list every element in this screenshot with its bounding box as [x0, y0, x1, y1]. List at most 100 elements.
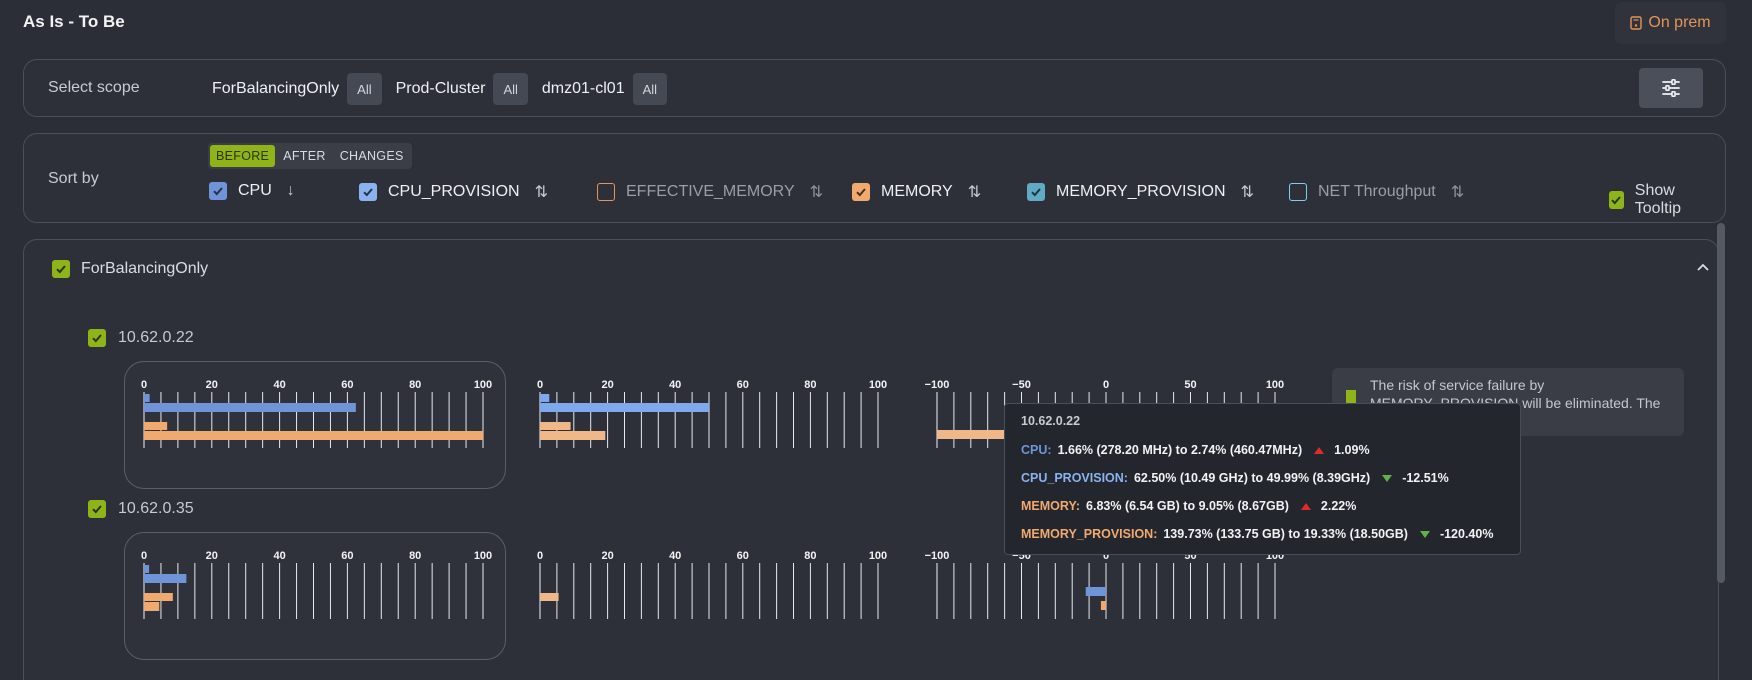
vertical-scrollbar[interactable] [1717, 223, 1725, 583]
before-bar [540, 593, 559, 601]
trend-down-icon [1419, 530, 1430, 538]
filter-settings-button[interactable] [1639, 68, 1703, 108]
tick-label: 0 [141, 550, 147, 562]
tick-label: 100 [869, 550, 887, 562]
tooltip-line: CPU: 1.66% (278.20 MHz) to 2.74% (460.47… [1021, 442, 1504, 458]
metric-label: CPU_PROVISION [388, 183, 520, 200]
scope-label: Select scope [48, 79, 140, 96]
scope-all-button[interactable]: All [347, 73, 382, 105]
info-marker-icon [1346, 390, 1356, 404]
metric-label: MEMORY_PROVISION [1056, 183, 1226, 200]
group-header[interactable]: ForBalancingOnly [52, 260, 208, 278]
after-bar [144, 431, 483, 440]
group-name: ForBalancingOnly [81, 260, 209, 277]
tick-label: 20 [206, 379, 218, 391]
tooltip: 10.62.0.22 CPU: 1.66% (278.20 MHz) to 2.… [1004, 403, 1521, 555]
tooltip-line: MEMORY_PROVISION: 139.73% (133.75 GB) to… [1021, 526, 1504, 542]
tick-label: 100 [474, 550, 492, 562]
tooltip-line: CPU_PROVISION: 62.50% (10.49 GHz) to 49.… [1021, 470, 1504, 486]
before-bar [540, 422, 571, 430]
sort-both-arrow-icon[interactable]: ⇅ [1240, 184, 1254, 201]
tick-label: 20 [206, 550, 218, 562]
tick-label: 100 [474, 379, 492, 391]
tooltip-delta: -120.40% [1439, 527, 1494, 541]
metric-toggle-cpu-provision[interactable]: CPU_PROVISION ⇅ [359, 182, 548, 202]
change-bar [1085, 587, 1106, 596]
tick-label: 80 [804, 379, 816, 391]
checkbox-checked-icon[interactable] [88, 329, 106, 347]
checkbox-unchecked-icon[interactable] [1289, 183, 1307, 201]
tick-label: 80 [409, 379, 421, 391]
tick-label: 50 [1184, 379, 1196, 391]
scope-name-forbalancingonly: ForBalancingOnly [212, 80, 340, 97]
sort-down-arrow-icon[interactable]: ↓ [286, 182, 295, 199]
checkbox-checked-icon[interactable] [1027, 183, 1045, 201]
metric-toggle-effective-memory[interactable]: EFFECTIVE_MEMORY ⇅ [597, 182, 823, 202]
tooltip-key: MEMORY_PROVISION: [1021, 527, 1158, 541]
tick-label: 0 [537, 379, 543, 391]
tick-label: 60 [341, 550, 353, 562]
tooltip-key: CPU_PROVISION: [1021, 471, 1128, 485]
checkbox-checked-icon[interactable] [1609, 191, 1624, 209]
tab-changes[interactable]: CHANGES [339, 149, 404, 163]
sort-both-arrow-icon[interactable]: ⇅ [1450, 184, 1465, 201]
on-prem-button[interactable]: On prem [1615, 2, 1726, 44]
tooltip-delta: 1.09% [1334, 443, 1370, 457]
trend-up-icon [1300, 502, 1311, 510]
before-bar [540, 394, 550, 402]
metric-label: NET Throughput [1318, 183, 1436, 200]
checkbox-checked-icon[interactable] [209, 182, 227, 200]
after-bar [144, 574, 187, 583]
tab-after[interactable]: AFTER [283, 149, 326, 163]
metric-toggle-memory-provision[interactable]: MEMORY_PROVISION ⇅ [1027, 182, 1254, 202]
show-tooltip-toggle[interactable]: Show Tooltip [1609, 182, 1709, 218]
tick-label: 60 [737, 550, 749, 562]
before-bar [144, 422, 168, 430]
metric-toggle-cpu[interactable]: CPU ↓ [209, 182, 295, 200]
scope-all-button[interactable]: All [632, 73, 668, 105]
checkbox-checked-icon[interactable] [52, 260, 70, 278]
chevron-up-icon[interactable] [1696, 262, 1710, 272]
metric-label: EFFECTIVE_MEMORY [626, 183, 795, 200]
tick-label: 80 [409, 550, 421, 562]
tooltip-line: MEMORY: 6.83% (6.54 GB) to 9.05% (8.67GB… [1021, 498, 1504, 514]
checkbox-checked-icon[interactable] [88, 500, 106, 518]
tick-label: 40 [273, 379, 285, 391]
tick-label: 40 [273, 550, 285, 562]
tick-label: 100 [869, 379, 887, 391]
host-row[interactable]: 10.62.0.22 [88, 329, 194, 347]
checkbox-unchecked-icon[interactable] [597, 183, 615, 201]
trend-down-icon [1382, 474, 1393, 482]
checkbox-checked-icon[interactable] [852, 183, 870, 201]
scope-panel: Select scope ForBalancingOnly All Prod-C… [23, 59, 1726, 117]
sort-both-arrow-icon[interactable]: ⇅ [809, 184, 824, 201]
page-title: As Is - To Be [23, 12, 125, 31]
before-bar [144, 593, 173, 601]
server-icon [1630, 16, 1643, 30]
chart-card [124, 532, 506, 660]
scope-name-prod-cluster: Prod-Cluster [395, 80, 486, 97]
sort-both-arrow-icon[interactable]: ⇅ [967, 184, 982, 201]
before-bar [144, 394, 150, 402]
checkbox-checked-icon[interactable] [359, 183, 377, 201]
after-bar [540, 403, 709, 412]
show-tooltip-label: Show Tooltip [1634, 182, 1682, 217]
tooltip-text: 139.73% (133.75 GB) to 19.33% (18.50GB) [1163, 527, 1408, 541]
tab-before[interactable]: BEFORE [210, 145, 276, 167]
tooltip-text: 6.83% (6.54 GB) to 9.05% (8.67GB) [1086, 499, 1289, 513]
host-row[interactable]: 10.62.0.35 [88, 500, 194, 518]
before-bar [144, 565, 150, 573]
tick-label: 0 [141, 379, 147, 391]
chart-card [124, 361, 506, 489]
metric-toggle-memory[interactable]: MEMORY ⇅ [852, 182, 981, 202]
sort-both-arrow-icon[interactable]: ⇅ [534, 184, 548, 201]
tick-label: 40 [669, 550, 681, 562]
tooltip-key: CPU: [1021, 443, 1052, 457]
tick-label: 0 [1103, 550, 1109, 562]
metric-toggle-net-throughput[interactable]: NET Throughput ⇅ [1289, 182, 1464, 202]
tooltip-delta: 2.22% [1320, 499, 1357, 513]
sort-label: Sort by [48, 170, 99, 187]
tooltip-text: 62.50% (10.49 GHz) to 49.99% (8.39GHz) [1133, 471, 1371, 485]
on-prem-label: On prem [1648, 14, 1711, 31]
scope-all-button[interactable]: All [493, 73, 528, 105]
